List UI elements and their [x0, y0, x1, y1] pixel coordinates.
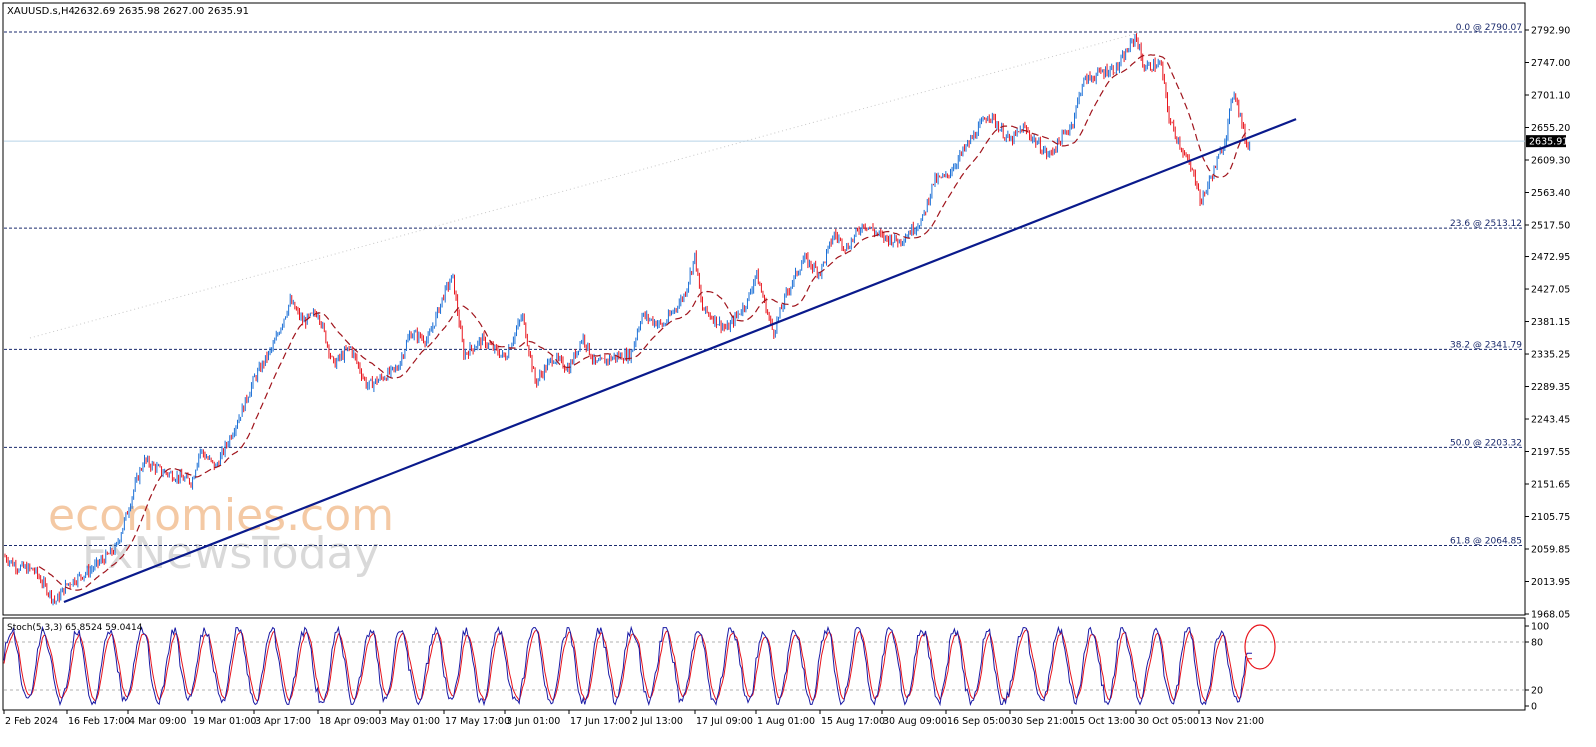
moving-average-line [38, 54, 1250, 591]
stoch-level-label: 20 [1531, 686, 1543, 697]
price-tick-label: 2747.00 [1531, 58, 1570, 69]
price-tick-label: 2792.90 [1531, 26, 1570, 37]
ohlc-readout: 2632.69 2635.98 2627.00 2635.91 [74, 6, 249, 17]
time-tick-label: 30 Oct 05:00 [1137, 716, 1199, 727]
price-tick-label: 2655.20 [1531, 123, 1570, 134]
stoch-level-label: 0 [1531, 702, 1537, 713]
time-tick-label: 2 Jul 13:00 [632, 716, 683, 727]
time-axis: 2 Feb 2024 16 Feb 17:004 Mar 09:00 19 Mar … [3, 710, 1264, 727]
highlight-circle [1244, 624, 1276, 670]
price-tick-label: 2059.85 [1531, 545, 1570, 556]
time-tick-label: 3 Jun 01:00 [506, 716, 560, 727]
price-tick-label: 2151.65 [1531, 480, 1570, 491]
time-tick-label: 15 Aug 17:00 [821, 716, 885, 727]
price-tick-label: 2381.15 [1531, 317, 1570, 328]
stoch-level-label: 100 [1531, 622, 1549, 633]
price-tick-label: 2289.35 [1531, 382, 1570, 393]
symbol-label: XAUUSD.s,H4 [7, 6, 75, 17]
price-tick-label: 2243.45 [1531, 415, 1570, 426]
time-tick-label: 3 Apr 17:00 [255, 716, 311, 727]
price-tick-label: 2701.10 [1531, 90, 1570, 101]
time-tick-label: 17 Jul 09:00 [696, 716, 753, 727]
stoch-level-label: 80 [1531, 638, 1543, 649]
price-axis: 2792.90 2747.00 2701.10 2655.20 2609.30 2563.… [1525, 26, 1570, 621]
time-tick-label: 16 Sep 05:00 [947, 716, 1010, 727]
price-tick-label: 2335.25 [1531, 350, 1570, 361]
time-tick-label: 16 Feb 17:00 [68, 716, 130, 727]
current-price-tag [1526, 135, 1566, 148]
price-tick-label: 2197.55 [1531, 447, 1570, 458]
main-chart-panel[interactable] [2, 2, 1526, 616]
price-tick-label: 2609.30 [1531, 155, 1570, 166]
current-price-label: 2635.91 [1529, 137, 1568, 148]
fib-level-label: 0.0 @ 2790.07 [1456, 23, 1522, 33]
price-tick-label: 1968.05 [1531, 610, 1570, 621]
time-tick-label: 30 Sep 21:00 [1011, 716, 1074, 727]
time-tick-label: 1 Aug 01:00 [757, 716, 815, 727]
price-tick-label: 2105.75 [1531, 512, 1570, 523]
time-tick-label: 17 Jun 17:00 [570, 716, 630, 727]
fib-level-label: 38.2 @ 2341.79 [1450, 340, 1522, 350]
price-tick-label: 2472.95 [1531, 252, 1570, 263]
price-tick-label: 2517.50 [1531, 220, 1570, 231]
time-tick-label: 17 May 17:00 [445, 716, 510, 727]
time-tick-label: 30 Aug 09:00 [883, 716, 947, 727]
stochastic-main-line [3, 625, 1252, 707]
ascending-trendline[interactable] [63, 118, 1297, 604]
time-tick-label: 4 Mar 09:00 [129, 716, 186, 727]
fib-level-label: 50.0 @ 2203.32 [1450, 438, 1522, 448]
stochastic-label: Stoch(5,3,3) 65.8524 59.0414 [7, 623, 143, 633]
time-tick-label: 13 Nov 21:00 [1200, 716, 1264, 727]
fibonacci-levels: 0.0 @ 2790.07 23.6 @ 2513.12 38.2 @ 2341.7… [4, 23, 1524, 546]
time-tick-label: 19 Mar 01:00 [193, 716, 256, 727]
stochastic-panel[interactable] [2, 617, 1526, 711]
stochastic-levels: 100 80 20 0 [4, 622, 1549, 713]
price-tick-label: 2563.40 [1531, 188, 1570, 199]
fib-level-label: 61.8 @ 2064.85 [1450, 536, 1522, 546]
time-tick-label: 15 Oct 13:00 [1073, 716, 1135, 727]
price-tick-label: 2427.05 [1531, 285, 1570, 296]
price-tick-label: 2013.95 [1531, 577, 1570, 588]
time-tick-label: 2 Feb 2024 [5, 716, 58, 727]
watermark-economies: economies.com [48, 490, 394, 541]
time-tick-label: 3 May 01:00 [381, 716, 440, 727]
time-tick-label: 18 Apr 09:00 [319, 716, 381, 727]
fib-level-label: 23.6 @ 2513.12 [1450, 219, 1522, 229]
